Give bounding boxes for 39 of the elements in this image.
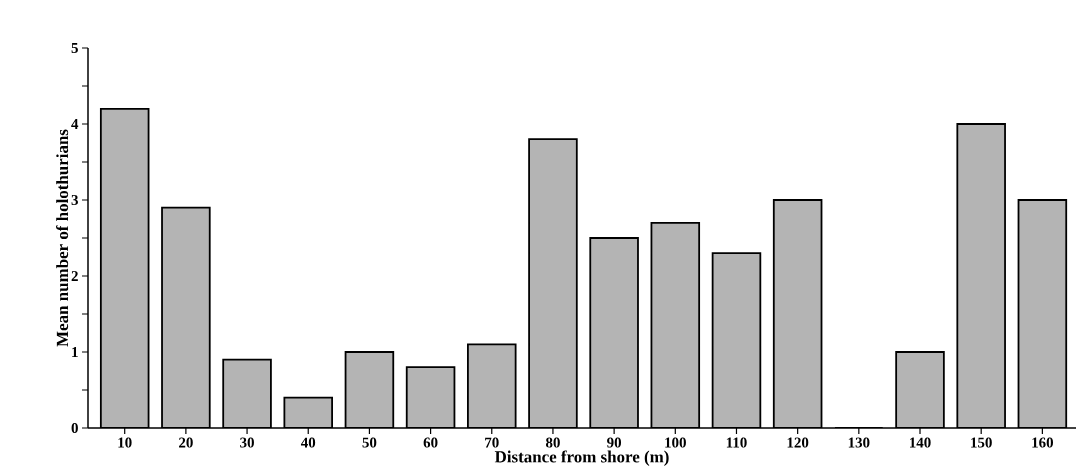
bar xyxy=(711,252,762,428)
x-tick-label: 160 xyxy=(1032,437,1054,448)
bar xyxy=(1017,199,1068,428)
x-tick-label: 50 xyxy=(362,437,377,448)
x-tick-label: 80 xyxy=(545,437,560,448)
x-tick-label: 150 xyxy=(971,437,992,448)
bar xyxy=(161,206,211,428)
x-tick-label: 130 xyxy=(848,437,870,448)
y-tick-label: 0 xyxy=(71,422,78,434)
x-tick-label: 70 xyxy=(485,437,499,448)
bar xyxy=(405,366,456,428)
y-tick-label: 1 xyxy=(72,347,78,357)
y-tick-label: 4 xyxy=(71,119,79,129)
y-tick-label: 5 xyxy=(71,43,78,53)
x-tick-label: 10 xyxy=(118,437,132,448)
y-axis-title: Mean number of holothurians xyxy=(56,129,69,347)
bar xyxy=(956,123,1006,428)
y-tick-label: 3 xyxy=(71,194,78,206)
x-tick-label: 140 xyxy=(910,437,931,448)
x-tick-label: 120 xyxy=(787,437,809,448)
x-tick-label: 110 xyxy=(726,437,747,448)
y-tick-label: 2 xyxy=(71,271,78,281)
bar xyxy=(344,351,395,428)
x-tick-label: 90 xyxy=(607,437,622,448)
x-tick-label: 100 xyxy=(665,437,686,448)
bar xyxy=(650,221,701,428)
x-tick-label: 30 xyxy=(240,437,254,448)
bar xyxy=(772,199,823,428)
x-tick-label: 60 xyxy=(423,437,438,448)
bar xyxy=(222,358,272,428)
bar xyxy=(528,138,578,428)
bar xyxy=(467,343,517,428)
x-tick-label: 40 xyxy=(300,437,316,448)
x-axis-title: Distance from shore (m) xyxy=(494,450,669,466)
x-tick-label: 20 xyxy=(179,437,193,448)
bar xyxy=(283,396,333,428)
bar xyxy=(589,237,639,428)
bar xyxy=(99,107,150,428)
bar xyxy=(895,351,945,428)
